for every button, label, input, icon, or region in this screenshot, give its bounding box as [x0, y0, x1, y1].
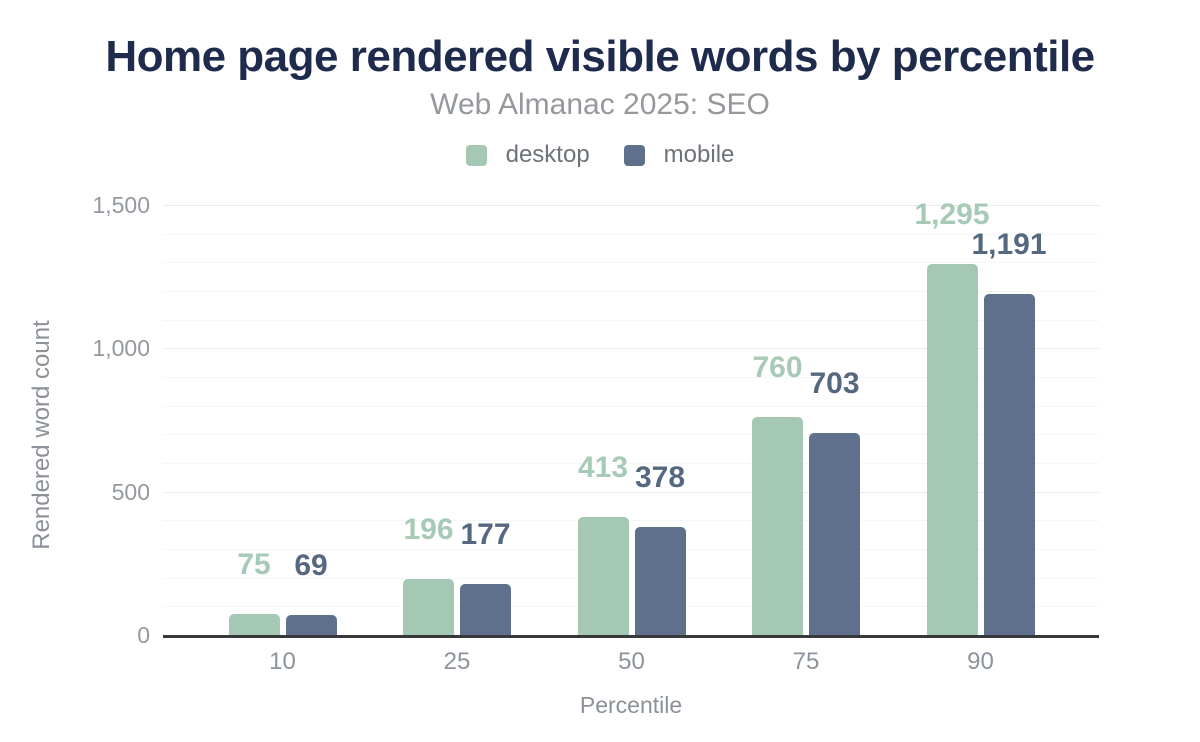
gridline-major	[163, 492, 1099, 493]
bar-desktop-p25	[403, 578, 454, 635]
value-label-desktop-p75: 760	[752, 351, 803, 385]
gridline-minor	[163, 520, 1099, 521]
y-tick-label: 1,000	[92, 335, 150, 361]
x-axis-line	[163, 635, 1099, 638]
x-category-label-75: 75	[792, 648, 820, 675]
legend-label-desktop: desktop	[505, 141, 590, 168]
gridline-minor	[163, 291, 1099, 292]
legend-item-desktop: desktop	[465, 141, 590, 168]
x-category-label-10: 10	[269, 648, 296, 675]
bar-desktop-p75	[752, 417, 803, 635]
x-category-label-50: 50	[618, 648, 645, 675]
legend: desktop mobile	[0, 142, 1200, 168]
gridline-minor	[163, 320, 1099, 321]
value-label-desktop-p25: 196	[403, 512, 454, 546]
gridline-minor	[163, 262, 1099, 263]
gridline-major	[163, 205, 1099, 206]
value-label-mobile-p90: 1,191	[971, 227, 1047, 261]
y-tick-label: 500	[111, 479, 150, 505]
chart-subtitle: Web Almanac 2025: SEO	[430, 88, 770, 121]
y-tick-label: 1,500	[92, 192, 150, 218]
gridline-minor	[163, 377, 1099, 378]
bar-mobile-p50	[634, 526, 686, 635]
bar-mobile-p75	[809, 433, 860, 635]
value-label-mobile-p25: 177	[460, 518, 511, 552]
gridline-minor	[163, 234, 1099, 235]
value-label-mobile-p50: 378	[634, 460, 686, 494]
mobile-swatch-icon	[623, 144, 645, 166]
value-label-mobile-p75: 703	[809, 367, 860, 401]
desktop-swatch-icon	[465, 144, 487, 166]
value-label-mobile-p10: 69	[294, 549, 328, 583]
bar-desktop-p90	[926, 263, 978, 635]
gridline-minor	[163, 463, 1099, 464]
gridline-minor	[163, 578, 1099, 579]
y-axis-title: Rendered word count	[28, 320, 55, 550]
x-category-label-90: 90	[967, 648, 994, 675]
gridline-minor	[163, 606, 1099, 607]
bar-mobile-p25	[460, 584, 511, 635]
gridline-minor	[163, 406, 1099, 407]
bar-desktop-p50	[577, 516, 629, 635]
chart-title: Home page rendered visible words by perc…	[105, 32, 1095, 81]
gridline-major	[163, 348, 1099, 349]
value-label-desktop-p90: 1,295	[914, 197, 990, 231]
value-label-desktop-p10: 75	[237, 547, 271, 581]
gridline-minor	[163, 549, 1099, 550]
bar-mobile-p90	[983, 293, 1035, 635]
bar-mobile-p10	[285, 615, 337, 635]
legend-item-mobile: mobile	[623, 141, 735, 168]
bar-desktop-p10	[228, 613, 280, 635]
gridline-minor	[163, 434, 1099, 435]
x-axis-title: Percentile	[579, 692, 683, 718]
y-tick-label: 0	[137, 622, 150, 648]
value-label-desktop-p50: 413	[577, 450, 629, 484]
legend-label-mobile: mobile	[663, 141, 735, 168]
x-category-label-25: 25	[443, 648, 471, 675]
